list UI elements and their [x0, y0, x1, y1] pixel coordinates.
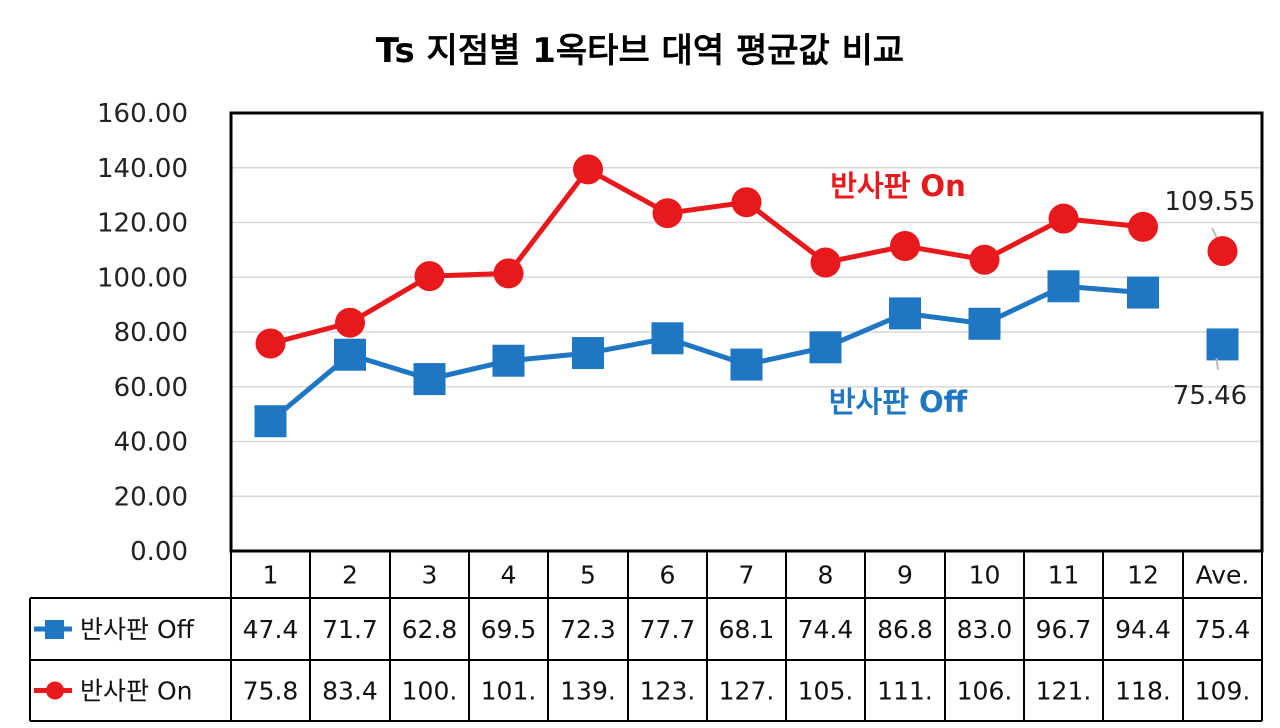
- data-point-square: [492, 344, 525, 377]
- table-cell: 74.4: [798, 615, 854, 644]
- table-cell: 123.: [640, 677, 696, 706]
- table-cell: 75.4: [1195, 615, 1251, 644]
- legend-label: 반사판 Off: [80, 615, 195, 644]
- data-labels: 109.55 75.46: [1165, 187, 1256, 411]
- data-point-square: [889, 297, 921, 330]
- data-point-square: [1047, 270, 1080, 303]
- data-point-square: [572, 337, 604, 370]
- table-cell: 109.: [1195, 677, 1251, 706]
- series-line: [268, 283, 1144, 424]
- data-point-circle: [890, 231, 920, 262]
- table-cell: 72.3: [560, 615, 616, 644]
- data-point-circle: [731, 187, 762, 218]
- data-point-square: [651, 322, 684, 355]
- legend-key: [34, 681, 72, 700]
- data-point-circle: [969, 244, 1000, 275]
- x-tick-label: 12: [1127, 561, 1159, 590]
- series-line: [269, 166, 1144, 346]
- legend-marker-square: [45, 620, 64, 639]
- table-cell: 127.: [719, 677, 775, 706]
- x-tick-label: 1: [263, 561, 279, 590]
- annotation-on: 반사판 On: [830, 169, 965, 203]
- data-point-circle: [414, 261, 445, 292]
- x-tick-label: 2: [342, 561, 358, 590]
- table-cell: 121.: [1036, 677, 1092, 706]
- y-tick-label: 100.00: [97, 263, 188, 293]
- table-cell: 62.8: [402, 615, 458, 644]
- data-point-square: [334, 338, 366, 371]
- table-cell: 47.4: [243, 615, 299, 644]
- table-cell: 105.: [798, 677, 854, 706]
- data-point-square: [968, 307, 1001, 340]
- table-cell: 118.: [1115, 677, 1171, 706]
- table-cell: 71.7: [322, 615, 378, 644]
- gridlines: [231, 167, 1262, 497]
- legend-key: [34, 620, 72, 639]
- chart-title: Ts 지점별 1옥타브 대역 평균값 비교: [376, 31, 904, 71]
- data-point-square: [1127, 276, 1159, 309]
- legend-label: 반사판 On: [80, 677, 192, 706]
- table-cell: 96.7: [1036, 615, 1092, 644]
- y-tick-label: 160.00: [97, 99, 188, 129]
- table-cell: 69.5: [481, 615, 537, 644]
- table-cell: 101.: [481, 677, 537, 706]
- leader-line: [1211, 227, 1218, 238]
- data-point-circle: [255, 328, 286, 359]
- data-point-square: [413, 363, 446, 396]
- data-point-circle: [1207, 236, 1238, 267]
- table-cell: 139.: [560, 677, 616, 706]
- leader-line: [1215, 358, 1219, 371]
- x-tick-label: 11: [1048, 561, 1080, 590]
- x-tick-label: Ave.: [1196, 561, 1250, 590]
- data-point-circle: [1128, 211, 1158, 242]
- data-point-circle: [1048, 203, 1079, 234]
- x-tick-label: 4: [501, 561, 517, 590]
- x-tick-label: 6: [660, 561, 676, 590]
- y-axis-ticks: 0.00 20.00 40.00 60.00 80.00 100.00 120.00 140.…: [97, 99, 188, 567]
- x-tick-label: 9: [897, 561, 913, 590]
- table-cell: 86.8: [877, 615, 933, 644]
- data-point-circle: [335, 307, 365, 338]
- series-0: [254, 270, 1239, 438]
- y-tick-label: 120.00: [97, 209, 188, 239]
- table-cell: 75.8: [243, 677, 299, 706]
- x-tick-label: 5: [580, 561, 596, 590]
- data-label: 109.55: [1165, 187, 1256, 217]
- y-tick-label: 40.00: [114, 428, 188, 458]
- series-1: [255, 154, 1238, 359]
- y-tick-label: 20.00: [114, 482, 188, 512]
- x-tick-label: 3: [422, 561, 438, 590]
- table-cell: 106.: [957, 677, 1013, 706]
- data-point-circle: [573, 154, 603, 185]
- y-tick-label: 140.00: [97, 154, 188, 184]
- y-tick-label: 60.00: [114, 373, 188, 403]
- plot-area-border: [229, 111, 1264, 553]
- series: [254, 154, 1239, 438]
- table-cell: 94.4: [1115, 615, 1171, 644]
- table-cell: 100.: [402, 677, 458, 706]
- data-label: 75.46: [1173, 381, 1247, 411]
- x-tick-label: 10: [969, 561, 1001, 590]
- table-cell: 77.7: [640, 615, 696, 644]
- table-cell: 68.1: [719, 615, 775, 644]
- data-table: 1 2 3 4 5 6 7 8 9 10 11 12 Ave.반사판 Off 47.4 71.7 62.8 69…: [29, 551, 1263, 722]
- table-cell: 111.: [877, 677, 933, 706]
- x-tick-label: 8: [818, 561, 834, 590]
- y-tick-label: 80.00: [114, 318, 188, 348]
- data-point-square: [809, 331, 842, 364]
- x-tick-label: 7: [739, 561, 755, 590]
- annotations: 반사판 On 반사판 Off: [829, 169, 968, 419]
- table-cell: 83.0: [957, 615, 1013, 644]
- y-tick-label: 0.00: [130, 537, 188, 567]
- data-point-circle: [493, 258, 524, 289]
- table-cell: 83.4: [322, 677, 378, 706]
- data-point-square: [254, 405, 287, 438]
- data-point-square: [1206, 328, 1239, 361]
- annotation-off: 반사판 Off: [829, 385, 968, 419]
- data-point-circle: [652, 198, 683, 229]
- data-point-square: [730, 348, 763, 381]
- data-point-circle: [810, 247, 841, 278]
- legend-marker-circle: [46, 681, 64, 700]
